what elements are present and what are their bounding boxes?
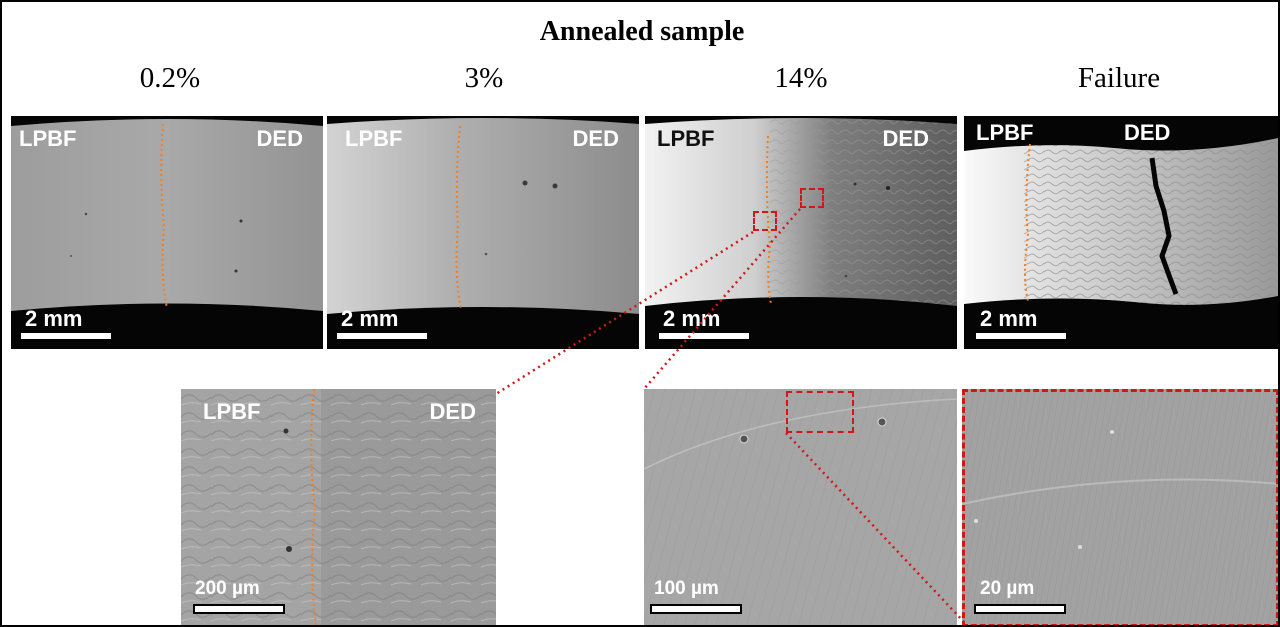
scale-bar (337, 333, 427, 339)
sem-panel-failure: LPBF DED 2 mm (964, 116, 1278, 349)
scale-bar-label: 2 mm (980, 306, 1038, 331)
label-ded: DED (1124, 120, 1171, 145)
scale-bar (650, 604, 742, 614)
scale-bar (21, 333, 111, 339)
label-ded: DED (572, 126, 619, 151)
scale-bar (659, 333, 749, 339)
label-lpbf: LPBF (657, 126, 715, 151)
label-lpbf: LPBF (345, 126, 403, 151)
zoom-marker-interface (753, 211, 777, 231)
sem-panel-0-2-percent: LPBF DED 2 mm (11, 116, 323, 349)
label-ded: DED (429, 399, 476, 424)
label-lpbf: LPBF (976, 120, 1034, 145)
scale-bar-label: 20 µm (980, 578, 1035, 599)
sem-panel-14-percent: LPBF DED 2 mm (645, 116, 957, 349)
scale-bar (193, 604, 285, 614)
column-label-4: Failure (1077, 62, 1161, 94)
zoom-marker-detail (786, 391, 854, 433)
scale-bar (974, 604, 1066, 614)
figure-title: Annealed sample (539, 16, 745, 47)
sem-zoom-ded: 100 µm (644, 389, 957, 625)
column-label-2: 3% (464, 62, 504, 94)
scale-bar-label: 200 µm (195, 578, 260, 599)
scale-bar-label: 100 µm (654, 578, 719, 599)
sem-zoom-interface: LPBF DED 200 µm (181, 389, 496, 625)
label-lpbf: LPBF (19, 126, 77, 151)
sem-image-failure (964, 116, 1278, 349)
detail-frame (962, 389, 1278, 625)
sem-image-zoom-detail (962, 389, 1278, 625)
column-label-3: 14% (774, 62, 828, 94)
label-ded: DED (256, 126, 303, 151)
scale-bar (976, 333, 1066, 339)
label-ded: DED (882, 126, 929, 151)
zoom-marker-ded (800, 188, 824, 208)
column-label-1: 0.2% (139, 62, 201, 94)
scale-bar-label: 2 mm (663, 306, 721, 331)
scale-bar-label: 2 mm (25, 306, 83, 331)
label-lpbf: LPBF (203, 399, 261, 424)
sem-panel-3-percent: LPBF DED 2 mm (327, 116, 639, 349)
sem-image-zoom-interface (181, 389, 496, 625)
sem-zoom-detail: 20 µm (962, 389, 1278, 625)
scale-bar-label: 2 mm (341, 306, 399, 331)
sem-image-0-2-percent (11, 116, 323, 349)
